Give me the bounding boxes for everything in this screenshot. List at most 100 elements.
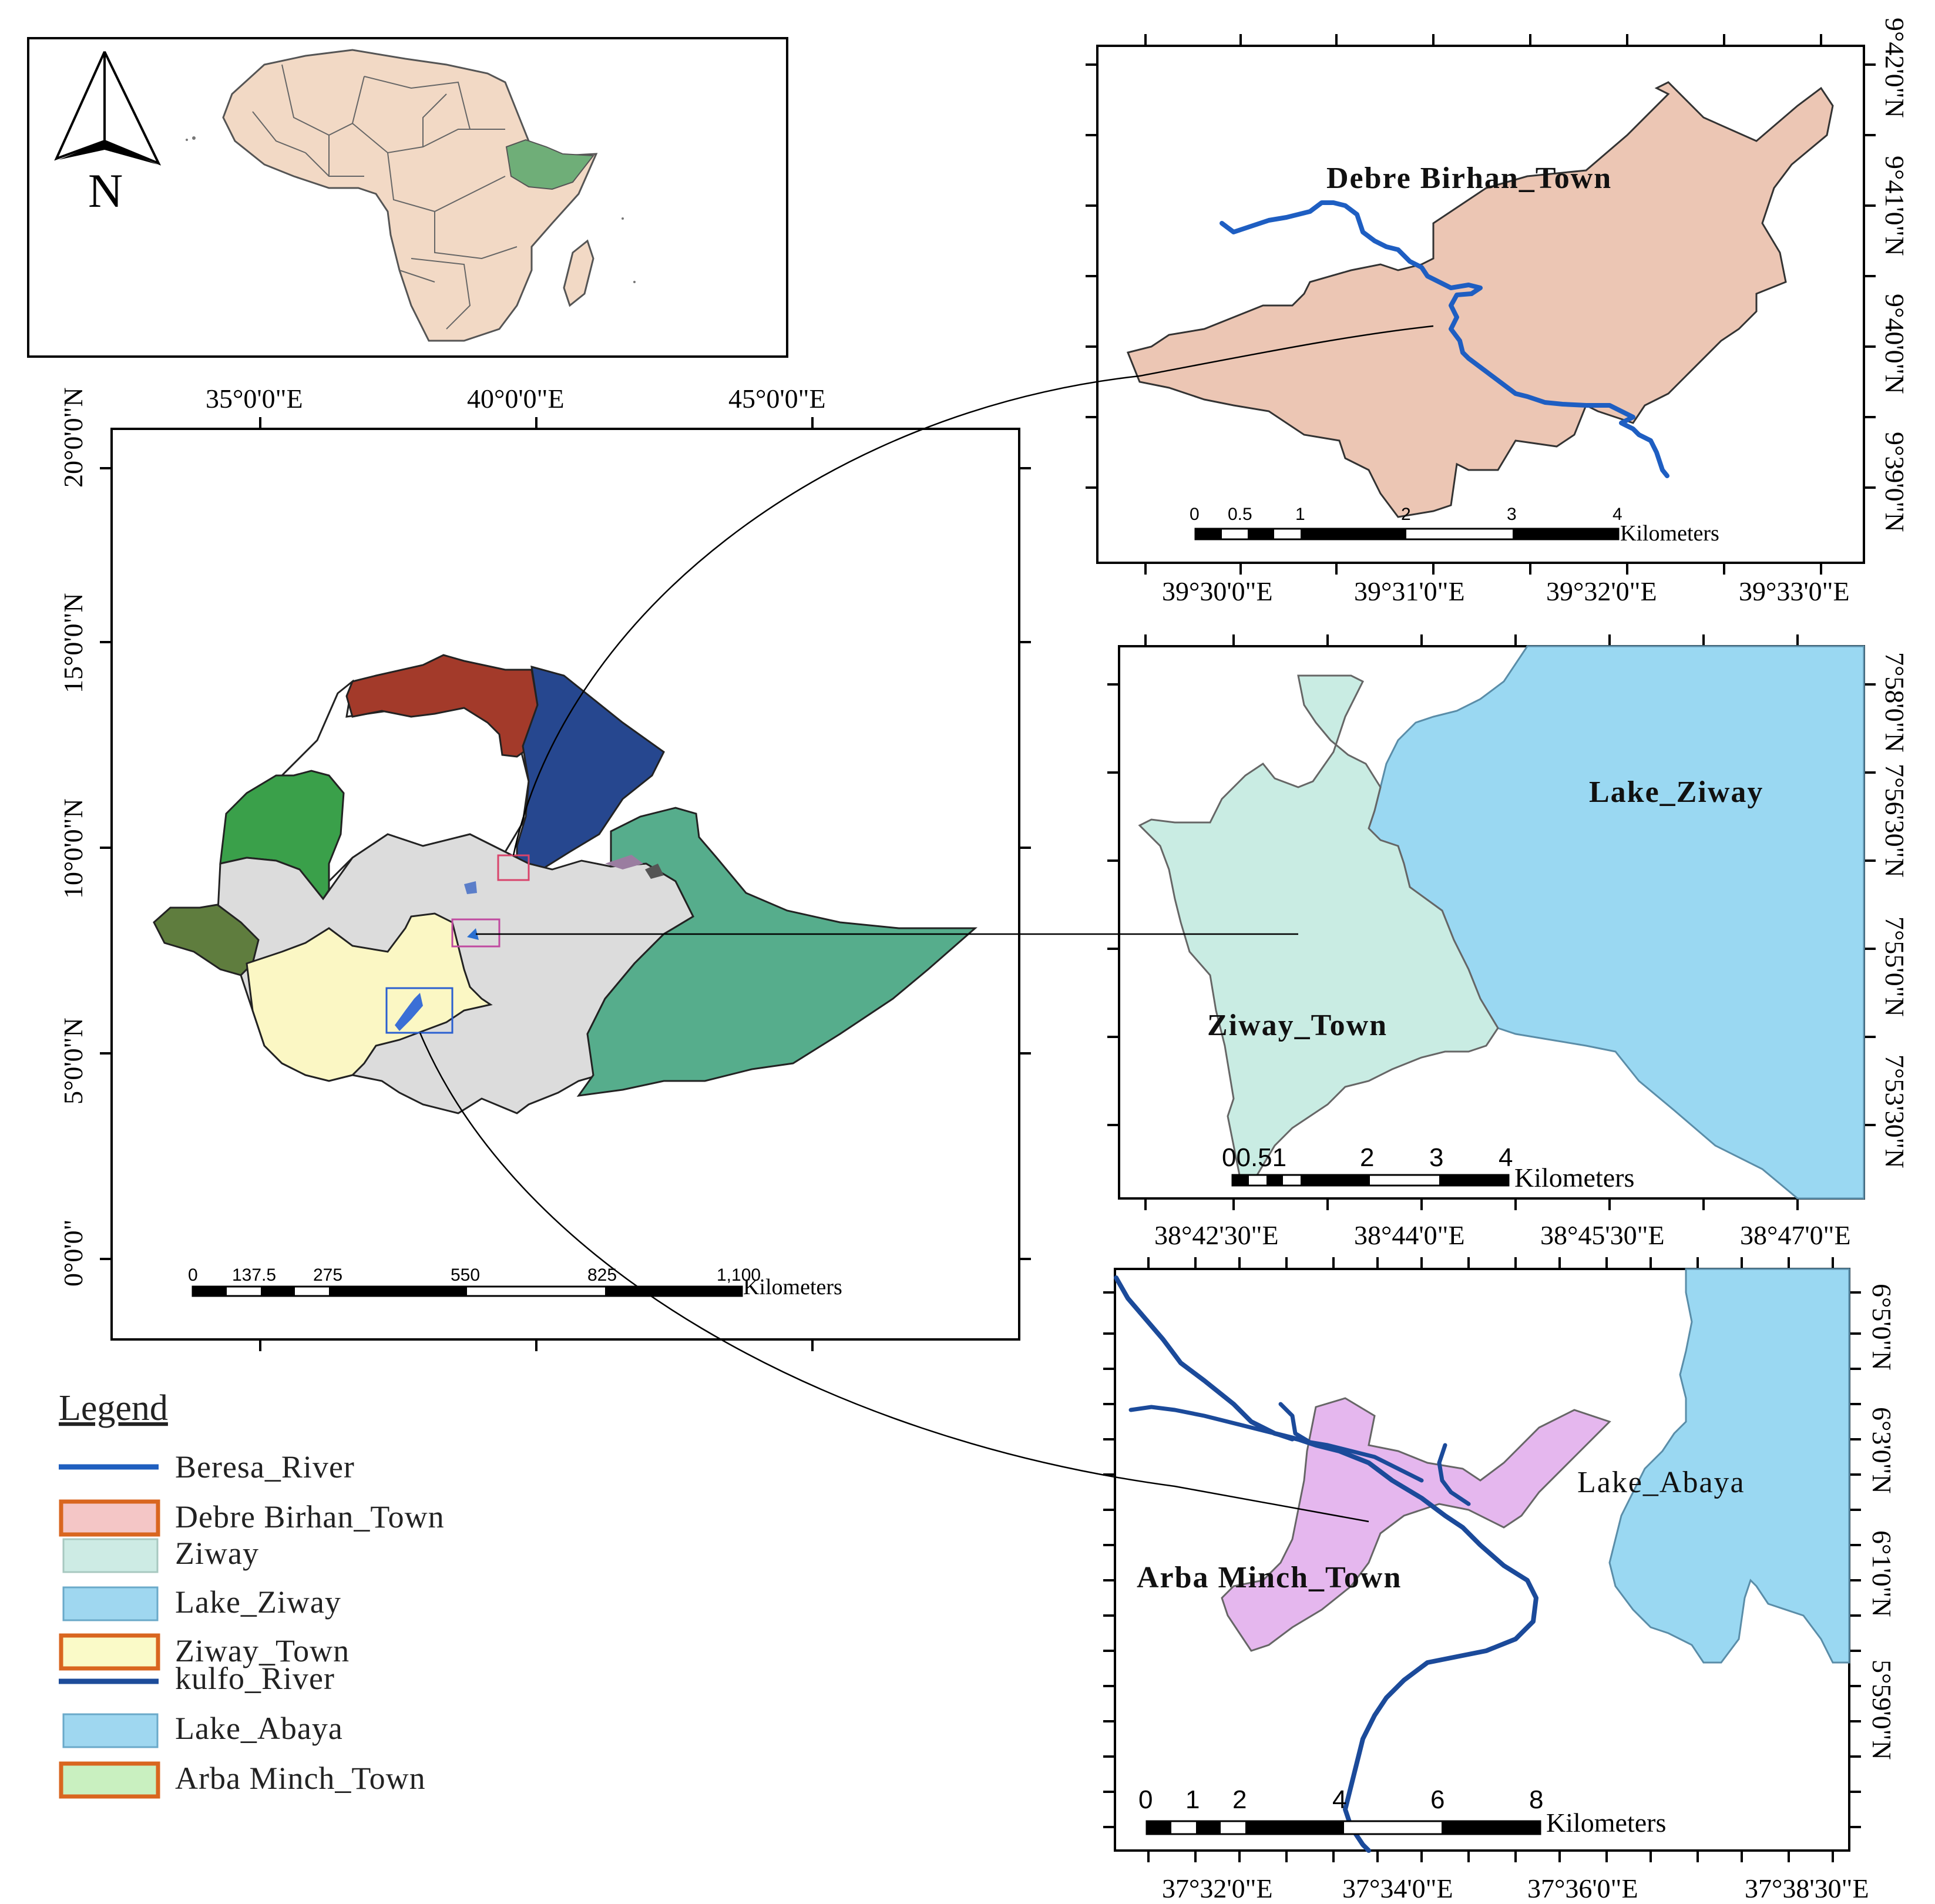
am-scale-tick-5: 8 bbox=[1529, 1785, 1543, 1814]
north-arrow-icon: N bbox=[54, 51, 162, 217]
db-x-label-1: 39°30'0"E bbox=[1162, 576, 1273, 606]
main-ziway-lake-mark bbox=[467, 928, 479, 940]
kulfo-river-main bbox=[1114, 1275, 1538, 1853]
legend-label-debre-birhan: Debre Birhan_Town bbox=[175, 1499, 445, 1534]
ziway-scale-tick-1: 2 bbox=[1360, 1143, 1374, 1172]
legend-label-lake-ziway: Lake_Ziway bbox=[175, 1584, 341, 1620]
db-x-label-3: 39°32'0"E bbox=[1546, 576, 1657, 606]
am-scale-tick-0: 0 bbox=[1138, 1785, 1153, 1814]
debre-birhan-ticks bbox=[1086, 34, 1876, 575]
main-x-label-3: 45°0'0"E bbox=[728, 384, 826, 414]
db-scale-tick-1: 0.5 bbox=[1228, 505, 1252, 524]
region-somali bbox=[576, 807, 977, 1097]
db-x-label-4: 39°33'0"E bbox=[1739, 576, 1850, 606]
am-scale-tick-1: 1 bbox=[1185, 1785, 1200, 1814]
arba-minch-town-label: Arba Minch_Town bbox=[1137, 1561, 1402, 1594]
main-scale-tick-2: 275 bbox=[313, 1265, 342, 1285]
legend-title: Legend bbox=[59, 1388, 168, 1428]
kulfo-river-tributary-2 bbox=[1278, 1402, 1424, 1483]
debre-birhan-panel: Debre Birhan_Town 0 0.5 1 2 3 4 Kilomete… bbox=[1086, 18, 1910, 606]
main-x-label-1: 35°0'0"E bbox=[206, 384, 303, 414]
main-y-label-1: 20°0'0"N bbox=[58, 387, 88, 488]
ziway-town-polygon bbox=[1138, 674, 1499, 1176]
am-scale-tick-3: 4 bbox=[1332, 1785, 1346, 1814]
legend-swatch-lake-abaya bbox=[62, 1713, 159, 1748]
am-x-label-1: 37°32'0"E bbox=[1162, 1873, 1273, 1903]
legend-label-ziway: Ziway bbox=[175, 1536, 259, 1571]
db-x-label-2: 39°31'0"E bbox=[1354, 576, 1465, 606]
region-snnpr bbox=[246, 912, 493, 1082]
main-scale-bar: 0 137.5 275 550 825 1,100 Kilometers bbox=[188, 1265, 842, 1299]
ziway-scale-tick-2: 3 bbox=[1429, 1143, 1443, 1172]
africa-inset: N bbox=[27, 37, 788, 358]
main-scale-tick-0: 0 bbox=[188, 1265, 198, 1285]
db-y-label-3: 9°40'0"N bbox=[1880, 294, 1910, 394]
db-y-label-2: 9°41'0"N bbox=[1880, 156, 1910, 256]
main-scale-tick-5: 1,100 bbox=[717, 1265, 761, 1285]
ziway-y-label-2: 7°56'30"N bbox=[1880, 764, 1910, 878]
main-map: 35°0'0"E 40°0'0"E 45°0'0"E 20°0'0"N 15°0… bbox=[58, 384, 1031, 1351]
db-scale-tick-2: 1 bbox=[1295, 505, 1305, 524]
region-afar bbox=[516, 665, 665, 889]
am-scale-tick-2: 2 bbox=[1232, 1785, 1247, 1814]
north-arrow-label: N bbox=[88, 164, 123, 217]
main-ziway-box bbox=[451, 918, 500, 948]
ziway-x-label-1: 38°42'30"E bbox=[1154, 1220, 1279, 1250]
madagascar bbox=[563, 239, 594, 307]
main-x-label-2: 40°0'0"E bbox=[467, 384, 565, 414]
legend-swatch-ziway bbox=[62, 1538, 159, 1573]
main-map-ticks bbox=[100, 417, 1031, 1351]
db-scale-tick-0: 0 bbox=[1190, 505, 1200, 524]
legend-swatch-arba-minch bbox=[59, 1761, 160, 1799]
am-x-label-2: 37°34'0"E bbox=[1342, 1873, 1453, 1903]
ziway-scale-tick-0: 00.51 bbox=[1222, 1143, 1286, 1172]
arba-minch-town-polygon bbox=[1221, 1397, 1611, 1652]
ziway-scale-bar: 00.51 2 3 4 Kilometers bbox=[1222, 1143, 1634, 1193]
main-y-label-5: 0°0'0" bbox=[58, 1220, 88, 1287]
am-y-label-1: 6°5'0"N bbox=[1867, 1284, 1897, 1371]
db-scale-tick-4: 3 bbox=[1507, 505, 1517, 524]
kulfo-river-tributary bbox=[1128, 1405, 1295, 1442]
am-y-label-4: 5°59'0"N bbox=[1867, 1660, 1897, 1760]
callout-debre-birhan bbox=[512, 325, 1434, 856]
debre-birhan-scale-bar: 0 0.5 1 2 3 4 Kilometers bbox=[1190, 505, 1719, 546]
db-scale-unit: Kilometers bbox=[1620, 521, 1719, 546]
main-scale-unit: Kilometers bbox=[743, 1275, 842, 1299]
am-scale-tick-4: 6 bbox=[1430, 1785, 1444, 1814]
debre-birhan-town-polygon bbox=[1126, 81, 1834, 518]
ziway-x-label-3: 38°45'30"E bbox=[1540, 1220, 1665, 1250]
beresa-river bbox=[1220, 200, 1669, 478]
legend-swatch-debre-birhan bbox=[59, 1499, 160, 1537]
ziway-x-label-4: 38°47'0"E bbox=[1740, 1220, 1851, 1250]
am-y-label-2: 6°3'0"N bbox=[1867, 1407, 1897, 1494]
db-y-label-1: 9°42'0"N bbox=[1880, 18, 1910, 118]
region-tigray bbox=[345, 654, 539, 758]
lake-abaya-label: Lake_Abaya bbox=[1577, 1466, 1745, 1499]
main-y-label-4: 5°0'0"N bbox=[58, 1018, 88, 1104]
debre-birhan-frame bbox=[1096, 45, 1865, 564]
legend-label-arba-minch: Arba Minch_Town bbox=[175, 1761, 426, 1796]
africa-continent bbox=[222, 49, 598, 342]
debre-birhan-label: Debre Birhan_Town bbox=[1326, 162, 1612, 195]
ziway-y-label-4: 7°53'30"N bbox=[1880, 1055, 1910, 1168]
legend: Legend Beresa_River Debre Birhan_Town Zi… bbox=[59, 1388, 445, 1799]
am-x-label-4: 37°38'30"E bbox=[1745, 1873, 1869, 1903]
main-arba-minch-box bbox=[385, 987, 453, 1034]
ziway-scale-unit: Kilometers bbox=[1514, 1163, 1634, 1193]
ethiopia-highlight bbox=[505, 139, 594, 190]
legend-swatch-ziway-town bbox=[59, 1633, 160, 1671]
am-y-label-3: 6°1'0"N bbox=[1867, 1530, 1897, 1617]
main-arba-lake-mark bbox=[395, 993, 423, 1031]
legend-swatch-lake-ziway bbox=[62, 1586, 159, 1621]
am-scale-unit: Kilometers bbox=[1546, 1808, 1666, 1838]
ziway-y-label-3: 7°55'0"N bbox=[1880, 916, 1910, 1017]
main-scale-tick-3: 550 bbox=[451, 1265, 480, 1285]
main-map-frame bbox=[110, 428, 1020, 1341]
legend-label-ziway-town: Ziway_Town bbox=[175, 1633, 350, 1668]
db-scale-tick-3: 2 bbox=[1401, 505, 1411, 524]
region-gambela bbox=[153, 904, 260, 976]
arba-minch-scale-bar: 0 1 2 4 6 8 Kilometers bbox=[1138, 1785, 1666, 1838]
callout-arba-minch bbox=[419, 1032, 1369, 1523]
legend-label-lake-abaya: Lake_Abaya bbox=[175, 1711, 343, 1746]
ziway-panel: Lake_Ziway Ziway_Town 00.51 2 3 4 Kilome… bbox=[1107, 634, 1910, 1250]
